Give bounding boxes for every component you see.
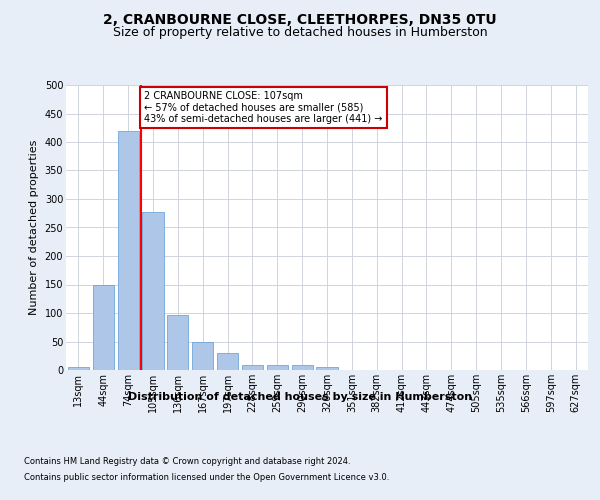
Bar (68, 367, 89, 370)
Bar (242, 366, 263, 370)
Text: 2, CRANBOURNE CLOSE, CLEETHORPES, DN35 0TU: 2, CRANBOURNE CLOSE, CLEETHORPES, DN35 0… (103, 12, 497, 26)
Bar (217, 353, 238, 370)
Bar (316, 367, 338, 370)
Text: Size of property relative to detached houses in Humberston: Size of property relative to detached ho… (113, 26, 487, 39)
Bar (267, 365, 288, 370)
Bar (167, 314, 188, 370)
Text: Contains public sector information licensed under the Open Government Licence v3: Contains public sector information licen… (24, 472, 389, 482)
Text: Distribution of detached houses by size in Humberston: Distribution of detached houses by size … (128, 392, 472, 402)
Bar (142, 212, 164, 370)
Y-axis label: Number of detached properties: Number of detached properties (29, 140, 39, 315)
Bar (118, 130, 139, 370)
Bar (93, 284, 114, 370)
Bar (292, 366, 313, 370)
Bar (192, 342, 213, 370)
Text: 2 CRANBOURNE CLOSE: 107sqm
← 57% of detached houses are smaller (585)
43% of sem: 2 CRANBOURNE CLOSE: 107sqm ← 57% of deta… (145, 90, 383, 124)
Text: Contains HM Land Registry data © Crown copyright and database right 2024.: Contains HM Land Registry data © Crown c… (24, 458, 350, 466)
